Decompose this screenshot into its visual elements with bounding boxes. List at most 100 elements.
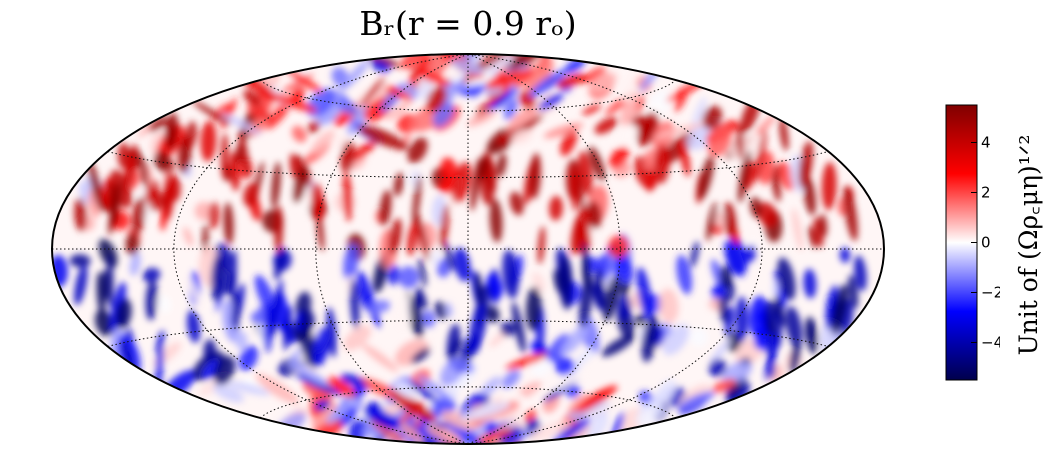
field-cell (388, 264, 400, 286)
field-cell (505, 353, 548, 370)
field-cell (289, 153, 298, 179)
field-cell (636, 267, 652, 321)
field-cell (556, 73, 586, 89)
field-cell (283, 305, 293, 351)
field-cell (98, 238, 118, 268)
field-cell (270, 279, 284, 335)
field-cell (722, 360, 752, 385)
field-cell (292, 165, 308, 204)
field-cell (156, 330, 165, 356)
field-cell (469, 303, 486, 355)
field-cell (340, 140, 355, 173)
field-cell (348, 140, 377, 163)
field-cell (485, 69, 535, 89)
field-cell (524, 57, 554, 92)
field-cell (791, 208, 803, 251)
field-cell (410, 295, 424, 339)
field-cell (567, 385, 581, 399)
field-cell (771, 279, 778, 298)
field-cell (436, 258, 451, 278)
field-cell (307, 120, 321, 134)
field-cell (234, 142, 244, 165)
field-cell (560, 324, 589, 356)
colorbar-tick-label: 2 (981, 184, 991, 202)
field-cell (653, 122, 705, 139)
field-cell (821, 162, 837, 211)
field-cell (476, 428, 514, 443)
field-cell (296, 310, 303, 333)
field-cell (144, 179, 159, 204)
field-cell (477, 155, 488, 181)
colorbar-tick-label: −2 (981, 284, 1000, 302)
colorbar-tick-label: 0 (981, 234, 991, 252)
field-cell (417, 375, 452, 402)
field-cell (391, 392, 436, 422)
field-cell (803, 268, 817, 299)
field-cell (94, 309, 114, 337)
field-cell (229, 249, 237, 303)
field-cell (608, 235, 629, 259)
field-cell (295, 365, 330, 388)
field-cell (594, 117, 619, 135)
field-cell (529, 68, 568, 98)
field-cell (446, 323, 461, 363)
field-cell (750, 197, 762, 218)
field-cell (448, 358, 475, 374)
field-cell (291, 125, 307, 143)
field-cell (854, 255, 867, 292)
field-cell (654, 144, 670, 184)
field-cell (679, 138, 691, 177)
field-cell (406, 219, 420, 256)
field-cell (825, 284, 838, 330)
field-cell (601, 334, 635, 357)
field-cell (294, 372, 342, 397)
field-cell (184, 121, 197, 151)
graticule (52, 54, 884, 444)
field-cell (594, 268, 605, 308)
field-cell (310, 183, 325, 221)
field-cell (631, 115, 645, 128)
field-cell (489, 330, 507, 348)
field-cell (439, 204, 450, 250)
chart-title: Bᵣ(r = 0.9 rₒ) (359, 4, 577, 43)
latitude-line (107, 151, 829, 179)
field-cell (480, 376, 502, 397)
field-cell (754, 129, 767, 184)
field-cell (578, 151, 593, 197)
field-cell (641, 314, 659, 363)
field-cell (620, 279, 630, 297)
field-cell (416, 212, 430, 262)
field-cell (583, 398, 629, 418)
field-cell (361, 343, 399, 372)
field-cell (709, 338, 732, 365)
field-cell (464, 73, 490, 87)
field-cell (485, 305, 500, 323)
field-cell (284, 67, 323, 93)
field-cell (414, 287, 422, 310)
field-cell (145, 279, 158, 321)
field-cell (407, 137, 428, 164)
map-boundary (51, 53, 885, 445)
field-cell (345, 395, 363, 410)
field-cell (108, 180, 122, 236)
field-cell (385, 86, 412, 101)
field-cell (609, 146, 629, 169)
field-cell (706, 202, 717, 242)
field-cell (412, 175, 422, 225)
field-cell (466, 110, 497, 127)
field-cell (779, 116, 789, 151)
field-cell (789, 340, 801, 375)
field-cell (186, 309, 201, 343)
field-cell (300, 309, 315, 331)
field-cell (273, 247, 286, 280)
field-cell (192, 100, 232, 126)
field-cell (581, 67, 607, 84)
field-cell (839, 247, 851, 263)
colorbar: 4 2 0 −2 −4 (945, 104, 1000, 381)
field-cell (509, 191, 524, 216)
field-cell (529, 152, 542, 199)
field-cell (541, 370, 590, 392)
field-cell (570, 206, 590, 255)
field-cell (232, 292, 240, 331)
field-cell (363, 424, 383, 440)
